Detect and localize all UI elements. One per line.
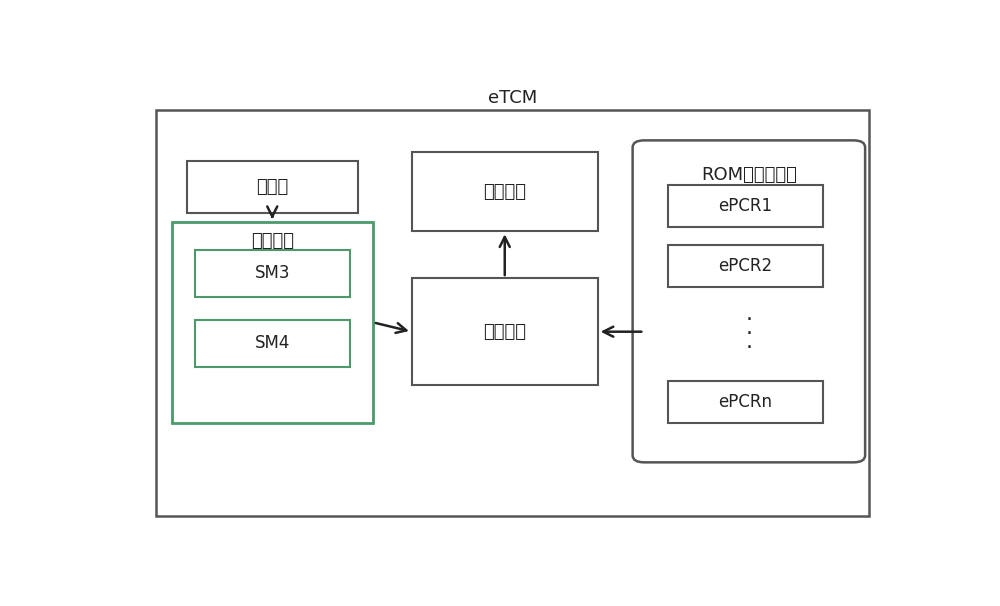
Bar bbox=[668, 185, 822, 227]
Text: 密码引擎: 密码引擎 bbox=[251, 231, 294, 250]
Bar bbox=[195, 250, 350, 297]
Text: SM4: SM4 bbox=[255, 335, 290, 352]
FancyBboxPatch shape bbox=[633, 141, 865, 462]
Bar bbox=[668, 381, 822, 423]
Bar bbox=[187, 161, 358, 213]
Text: ePCR1: ePCR1 bbox=[718, 197, 772, 215]
Bar bbox=[412, 278, 598, 385]
Bar bbox=[668, 245, 822, 287]
Text: SM3: SM3 bbox=[254, 264, 290, 282]
Text: 可信根: 可信根 bbox=[256, 178, 288, 196]
Text: ·: · bbox=[745, 310, 752, 330]
Text: ePCRn: ePCRn bbox=[718, 393, 772, 411]
Bar bbox=[156, 110, 869, 516]
Text: 处理中心: 处理中心 bbox=[483, 322, 526, 341]
Text: ePCR2: ePCR2 bbox=[718, 258, 772, 275]
Bar bbox=[172, 222, 373, 423]
Text: ·: · bbox=[745, 324, 752, 344]
Text: ROM（度量库）: ROM（度量库） bbox=[701, 167, 797, 184]
Bar bbox=[195, 320, 350, 367]
Text: eTCM: eTCM bbox=[488, 89, 537, 107]
Bar bbox=[412, 152, 598, 231]
Text: ·: · bbox=[745, 338, 752, 358]
Text: 度量结果: 度量结果 bbox=[483, 182, 526, 201]
